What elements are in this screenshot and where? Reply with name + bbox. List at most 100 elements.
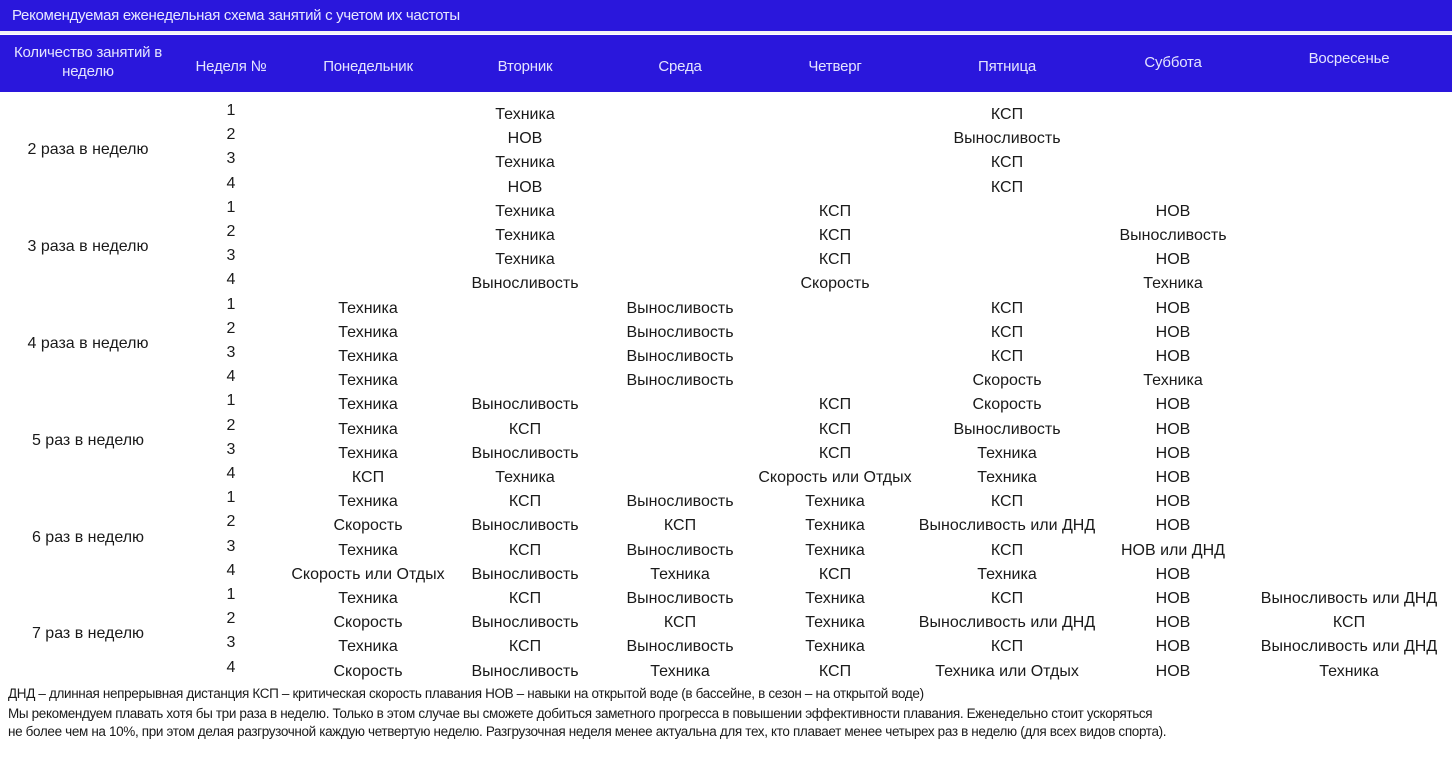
workout-cell: Техника [1143,372,1203,390]
workout-cell: Скорость [800,275,870,293]
workout-cell: Выносливость [471,662,579,680]
week-number: 1 [226,489,236,507]
legend: ДНД – длинная непрерывная дистанция КСП … [8,686,924,701]
workout-cell: Техника [805,493,865,511]
note-line-1: Мы рекомендуем плавать хотя бы три раза … [8,706,1153,721]
workout-cell: Выносливость [1119,227,1227,244]
workout-cell: Техника [977,565,1037,583]
workout-cell: Техника [495,251,555,269]
week-number: 3 [226,440,236,458]
workout-cell: Выносливость [471,565,579,583]
header-thursday: Четверг [808,58,862,75]
header-tuesday: Вторник [497,58,553,75]
week-number: 4 [226,174,236,192]
workout-cell: НОВ [1155,323,1191,341]
workout-cell: КСП [990,154,1024,172]
workout-cell: Техника [650,565,710,583]
workout-cell: КСП [351,469,385,486]
workout-cell: Скорость [333,517,403,535]
week-number: 4 [226,271,236,289]
week-number: 2 [226,416,236,434]
group-label: 3 раза в неделю [27,238,149,256]
workout-cell: Техника [338,420,398,438]
group-label: 4 раза в неделю [27,334,149,352]
workout-cell: КСП [990,541,1024,559]
workout-cell: НОВ [1155,493,1191,511]
workout-cell: КСП [663,614,697,632]
workout-cell: Техника [495,154,555,172]
week-number: 3 [226,150,236,168]
workout-cell: НОВ [1155,251,1191,269]
workout-cell: Скорость или Отдых [291,565,445,583]
workout-cell: КСП [818,251,852,269]
workout-cell: Техника [338,444,398,462]
workout-cell: КСП [818,565,852,583]
workout-cell: Выносливость [626,323,734,341]
workout-cell: КСП [818,420,852,438]
workout-cell: Скорость [333,614,403,632]
week-number: 2 [226,223,236,240]
workout-cell: Выносливость [626,493,734,511]
workout-cell: Техника [338,323,398,341]
group-label: 5 раз в неделю [31,431,145,449]
week-number: 4 [226,561,236,579]
workout-cell: Техника [338,348,398,365]
workout-cell: КСП [1332,614,1366,632]
group-label: 7 раз в неделю [31,625,145,643]
workout-cell: КСП [990,638,1024,656]
workout-cell: КСП [990,323,1024,341]
workout-cell: Выносливость [626,372,734,390]
workout-cell: КСП [818,444,852,462]
workout-cell: НОВ [1155,662,1191,680]
week-number: 3 [226,634,236,652]
group-label: 6 раз в неделю [31,528,145,546]
group-label: 2 раза в неделю [27,141,149,159]
workout-cell: Техника или Отдых [935,662,1079,680]
workout-cell: Выносливость или ДНД [918,614,1096,632]
workout-cell: Техника [650,662,710,680]
workout-cell: Техника [805,517,865,535]
workout-cell: Выносливость или ДНД [918,517,1096,535]
workout-cell: НОВ или ДНД [1121,541,1225,559]
workout-cell: Техника [338,299,398,317]
week-number: 4 [226,368,236,386]
workout-cell: Техника [977,444,1037,462]
workout-cell: Выносливость [626,590,734,607]
week-number: 1 [226,102,236,119]
workout-cell: Выносливость или ДНД [1260,638,1438,656]
week-number: 2 [226,319,236,337]
header-saturday: Суббота [1144,54,1202,71]
workout-cell: Выносливость [471,614,579,632]
workout-cell: НОВ [1155,396,1191,414]
workout-cell: НОВ [1155,469,1191,486]
workout-cell: Техника [805,541,865,559]
workout-cell: НОВ [1155,517,1191,535]
table-title-bar: Рекомендуемая еженедельная схема занятий… [0,0,1452,31]
workout-cell: НОВ [1155,420,1191,438]
workout-cell: НОВ [1155,444,1191,462]
note-line-2: не более чем на 10%, при этом делая разг… [8,724,1167,739]
week-number: 2 [226,126,236,144]
workout-cell: КСП [508,420,542,438]
week-number: 4 [226,465,236,482]
workout-cell: Выносливость [626,638,734,656]
workout-cell: НОВ [1155,299,1191,317]
header-monday: Понедельник [323,58,413,75]
week-number: 4 [226,658,236,676]
workout-cell: КСП [818,227,852,244]
workout-cell: Техника [805,614,865,632]
header-sunday: Восресенье [1308,50,1390,67]
workout-cell: КСП [990,106,1024,123]
workout-cell: Техника [338,493,398,511]
workout-cell: КСП [990,348,1024,365]
workout-cell: КСП [818,202,852,220]
workout-cell: Выносливость [471,444,579,462]
workout-cell: КСП [818,396,852,414]
workout-cell: Выносливость [953,420,1061,438]
week-number: 1 [226,198,236,216]
workout-cell: Выносливость [626,299,734,317]
workout-cell: КСП [990,590,1024,607]
workout-cell: НОВ [1155,614,1191,632]
workout-cell: Скорость [333,662,403,680]
workout-cell: КСП [663,517,697,535]
